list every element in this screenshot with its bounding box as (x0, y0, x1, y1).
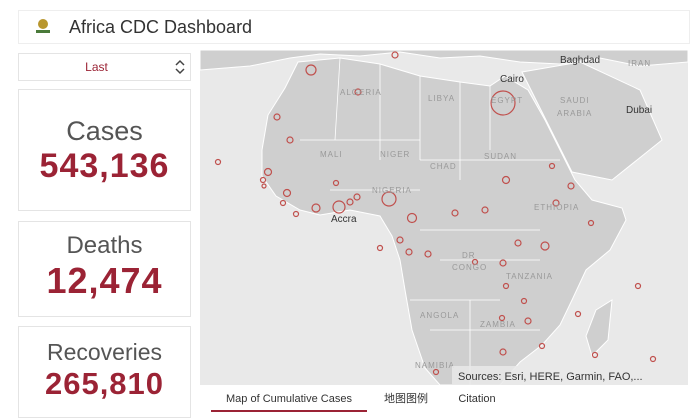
map-label: Accra (331, 214, 357, 225)
case-marker (471, 258, 479, 266)
case-marker (432, 368, 440, 376)
map-label: TANZANIA (506, 272, 553, 281)
case-marker (311, 203, 321, 213)
cases-card: Cases 543,136 (18, 89, 191, 211)
case-marker (259, 176, 267, 184)
case-marker (501, 175, 511, 185)
case-marker (538, 342, 546, 350)
case-marker (332, 179, 340, 187)
map-label: SUDAN (484, 152, 517, 161)
map-label: ETHIOPIA (534, 203, 579, 212)
case-marker (354, 88, 362, 96)
case-marker (591, 351, 599, 359)
case-marker (286, 136, 294, 144)
case-marker (214, 158, 222, 166)
case-marker (481, 206, 489, 214)
card-value: 265,810 (44, 366, 165, 401)
case-marker (263, 167, 273, 177)
map-label: Dubai (626, 105, 652, 116)
map-label: NIGERIA (372, 186, 412, 195)
case-marker (332, 200, 346, 214)
deaths-card: Deaths 12,474 (18, 221, 191, 317)
chevrons (175, 59, 185, 75)
tab[interactable]: Map of Cumulative Cases (211, 388, 367, 412)
map-label: LIBYA (428, 94, 455, 103)
map-label: Baghdad (560, 55, 600, 66)
card-label: Deaths (66, 232, 143, 259)
map-label: ALGERIA (340, 88, 382, 97)
case-marker (405, 248, 413, 256)
select-value: Last (85, 60, 108, 74)
attribution: Sources: Esri, HERE, Garmin, FAO,... (458, 371, 643, 383)
case-marker (502, 282, 510, 290)
case-marker (353, 193, 361, 201)
case-marker (524, 317, 532, 325)
case-marker (305, 64, 317, 76)
tab[interactable]: 地图图例 (384, 393, 428, 405)
map-label: ANGOLA (420, 311, 459, 320)
case-marker (490, 90, 516, 116)
case-marker (273, 113, 281, 121)
card-value: 543,136 (39, 147, 170, 185)
case-marker (391, 51, 399, 59)
map-label: ZAMBIA (480, 320, 516, 329)
map-label: SAUDI (560, 96, 589, 105)
card-value: 12,474 (46, 260, 163, 301)
map-label: IRAN (628, 59, 651, 68)
case-marker (279, 199, 287, 207)
case-marker (498, 314, 506, 322)
map-label: CHAD (430, 162, 457, 171)
logo (36, 19, 50, 33)
map-label: NAMIBIA (415, 361, 455, 370)
case-marker (406, 212, 418, 224)
card-label: Recoveries (46, 339, 163, 365)
map-label: Cairo (500, 74, 524, 85)
tab[interactable]: Citation (458, 393, 496, 405)
case-marker (499, 348, 507, 356)
card-label: Cases (66, 116, 143, 146)
case-marker (396, 236, 404, 244)
map[interactable]: Baghdad IRAN Cairo EGYPT ALGERIA LIBYA SAUDI AR… (200, 50, 688, 385)
map-label: NIGER (380, 150, 410, 159)
recoveries-card: Recoveries 265,810 (18, 326, 191, 418)
case-marker (424, 250, 432, 258)
case-marker (514, 239, 522, 247)
case-marker (540, 241, 550, 251)
map-label: MALI (320, 150, 343, 159)
case-marker (282, 188, 292, 198)
header: Africa CDC Dashboard (18, 10, 690, 44)
case-marker (346, 198, 354, 206)
case-marker (587, 219, 595, 227)
map-label: EGYPT (491, 96, 523, 105)
case-marker (520, 297, 528, 305)
case-marker (381, 191, 397, 207)
case-marker (574, 310, 582, 318)
case-marker (499, 259, 507, 267)
period-select[interactable]: Last (18, 53, 191, 81)
map-label: ARABIA (557, 109, 592, 118)
case-marker (649, 355, 657, 363)
case-marker (548, 162, 556, 170)
map-label: DR (462, 251, 476, 260)
case-marker (292, 210, 300, 218)
title: Africa CDC Dashboard (69, 17, 253, 37)
case-marker (567, 182, 575, 190)
case-marker (261, 183, 267, 189)
case-marker (634, 282, 642, 290)
case-marker (376, 244, 384, 252)
case-marker (451, 209, 459, 217)
map-label: CONGO (452, 263, 487, 272)
case-marker (552, 199, 560, 207)
